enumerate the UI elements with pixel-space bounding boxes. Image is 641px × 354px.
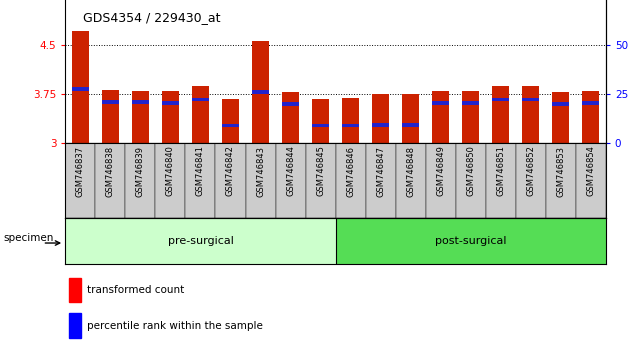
Bar	[306, 143, 336, 218]
Text: GSM746851: GSM746851	[496, 145, 505, 196]
Text: percentile rank within the sample: percentile rank within the sample	[87, 321, 262, 331]
Text: GSM746850: GSM746850	[466, 145, 475, 196]
Bar	[72, 87, 88, 91]
Bar	[522, 86, 539, 143]
Bar	[395, 143, 426, 218]
Bar	[282, 92, 299, 143]
Bar	[342, 124, 359, 127]
Bar	[246, 143, 276, 218]
Bar	[403, 123, 419, 127]
Bar	[132, 100, 149, 104]
Bar	[65, 218, 336, 264]
Text: GSM746845: GSM746845	[316, 145, 325, 196]
Bar	[312, 124, 329, 127]
Bar	[126, 143, 155, 218]
Bar	[336, 218, 606, 264]
Text: GSM746847: GSM746847	[376, 145, 385, 196]
Bar	[372, 123, 389, 127]
Text: specimen: specimen	[3, 233, 54, 244]
Bar	[102, 90, 119, 143]
Bar	[433, 91, 449, 143]
Text: GSM746854: GSM746854	[587, 145, 595, 196]
Bar	[553, 102, 569, 106]
Bar	[222, 124, 238, 127]
Bar	[312, 99, 329, 143]
Bar	[65, 143, 96, 218]
Bar	[372, 94, 389, 143]
Bar	[583, 91, 599, 143]
Bar	[222, 99, 238, 143]
Bar	[342, 98, 359, 143]
Bar	[102, 100, 119, 104]
Bar	[456, 143, 486, 218]
Bar	[462, 91, 479, 143]
Bar	[276, 143, 306, 218]
Bar	[433, 101, 449, 104]
Bar	[69, 278, 81, 302]
Bar	[462, 101, 479, 104]
Text: transformed count: transformed count	[87, 285, 184, 295]
Bar	[336, 143, 365, 218]
Bar	[72, 31, 88, 143]
Bar	[215, 143, 246, 218]
Text: GSM746846: GSM746846	[346, 145, 355, 196]
Bar	[583, 101, 599, 104]
Bar	[192, 86, 209, 143]
Text: post-surgical: post-surgical	[435, 236, 506, 246]
Bar	[69, 313, 81, 338]
Bar	[162, 91, 179, 143]
Bar	[576, 143, 606, 218]
Text: GSM746842: GSM746842	[226, 145, 235, 196]
Text: GSM746853: GSM746853	[556, 145, 565, 196]
Bar	[545, 143, 576, 218]
Bar	[162, 101, 179, 104]
Bar	[96, 143, 126, 218]
Bar	[253, 91, 269, 94]
Text: GSM746843: GSM746843	[256, 145, 265, 196]
Text: GSM746849: GSM746849	[436, 145, 445, 196]
Bar	[253, 41, 269, 143]
Bar	[522, 98, 539, 101]
Bar	[492, 86, 509, 143]
Bar	[282, 102, 299, 106]
Text: GSM746852: GSM746852	[526, 145, 535, 196]
Text: GSM746839: GSM746839	[136, 145, 145, 196]
Text: GSM746837: GSM746837	[76, 145, 85, 197]
Text: GSM746848: GSM746848	[406, 145, 415, 196]
Text: GDS4354 / 229430_at: GDS4354 / 229430_at	[83, 11, 221, 24]
Text: GSM746840: GSM746840	[166, 145, 175, 196]
Bar	[553, 92, 569, 143]
Bar	[132, 91, 149, 143]
Text: pre-surgical: pre-surgical	[167, 236, 233, 246]
Text: GSM746838: GSM746838	[106, 145, 115, 197]
Bar	[185, 143, 215, 218]
Bar	[426, 143, 456, 218]
Bar	[492, 98, 509, 101]
Bar	[515, 143, 545, 218]
Bar	[365, 143, 395, 218]
Bar	[155, 143, 185, 218]
Bar	[403, 94, 419, 143]
Bar	[486, 143, 516, 218]
Text: GSM746844: GSM746844	[286, 145, 295, 196]
Text: GSM746841: GSM746841	[196, 145, 205, 196]
Bar	[192, 98, 209, 101]
